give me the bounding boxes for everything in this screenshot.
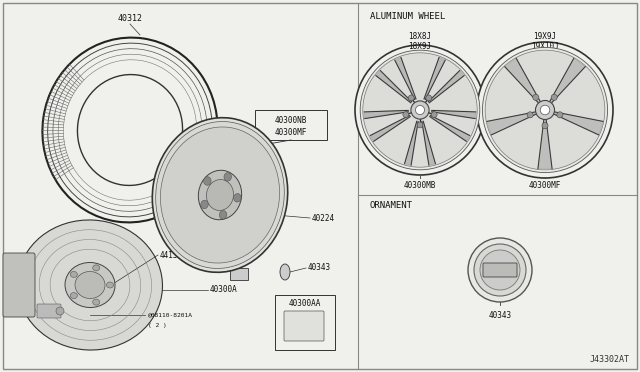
Ellipse shape [201, 200, 208, 209]
Ellipse shape [161, 127, 280, 263]
Ellipse shape [75, 272, 105, 298]
Text: 40343: 40343 [308, 263, 331, 273]
Ellipse shape [204, 177, 211, 185]
Circle shape [477, 42, 613, 178]
Text: 40300MB: 40300MB [404, 180, 436, 189]
Text: 40312: 40312 [118, 13, 143, 22]
Circle shape [532, 94, 539, 100]
Polygon shape [371, 115, 410, 141]
Text: 19X9J: 19X9J [533, 32, 557, 41]
Text: 40300MF: 40300MF [529, 180, 561, 189]
Circle shape [474, 244, 526, 296]
FancyBboxPatch shape [37, 304, 61, 318]
Polygon shape [554, 112, 603, 135]
Text: 18X9J: 18X9J [408, 42, 431, 51]
Text: NISSAN: NISSAN [490, 267, 509, 273]
Polygon shape [364, 110, 408, 119]
Ellipse shape [70, 293, 77, 299]
Polygon shape [422, 121, 435, 165]
Ellipse shape [198, 170, 242, 220]
Ellipse shape [152, 118, 288, 272]
FancyBboxPatch shape [483, 263, 517, 277]
Circle shape [403, 112, 409, 118]
Circle shape [468, 238, 532, 302]
Circle shape [415, 105, 424, 115]
Circle shape [408, 95, 414, 101]
Polygon shape [487, 112, 536, 135]
Ellipse shape [93, 299, 100, 305]
Polygon shape [429, 115, 470, 141]
Text: 44133Y: 44133Y [160, 250, 188, 260]
Circle shape [480, 250, 520, 290]
Polygon shape [538, 120, 552, 169]
Circle shape [411, 101, 429, 119]
Bar [230, 268, 248, 280]
Circle shape [551, 94, 557, 100]
Circle shape [557, 112, 563, 118]
Text: ORNAMENT: ORNAMENT [370, 201, 413, 209]
Text: 18X8J: 18X8J [408, 32, 431, 41]
Ellipse shape [220, 211, 227, 219]
Polygon shape [376, 71, 412, 103]
Ellipse shape [207, 180, 234, 211]
Ellipse shape [77, 74, 182, 186]
Text: J43302AT: J43302AT [590, 356, 630, 365]
Ellipse shape [234, 193, 241, 202]
Text: 40300MF: 40300MF [275, 128, 307, 137]
Ellipse shape [17, 220, 163, 350]
Circle shape [483, 48, 607, 173]
Circle shape [426, 95, 432, 101]
Text: 40343: 40343 [488, 311, 511, 320]
Polygon shape [431, 110, 476, 119]
Polygon shape [395, 57, 416, 100]
Bar [255, 110, 327, 140]
Ellipse shape [65, 263, 115, 308]
Ellipse shape [156, 122, 284, 269]
Bar [275, 295, 335, 350]
Circle shape [56, 307, 64, 315]
Circle shape [431, 112, 437, 118]
Circle shape [540, 105, 550, 115]
Text: @08110-8201A: @08110-8201A [148, 312, 193, 317]
Circle shape [355, 45, 485, 175]
Circle shape [363, 53, 477, 167]
Polygon shape [404, 121, 418, 165]
Ellipse shape [93, 265, 100, 271]
Text: 40300AA: 40300AA [289, 298, 321, 308]
FancyBboxPatch shape [284, 311, 324, 341]
Text: ( 2 ): ( 2 ) [148, 323, 167, 327]
Circle shape [527, 112, 533, 118]
Polygon shape [505, 58, 540, 103]
Ellipse shape [224, 173, 232, 181]
Circle shape [360, 50, 480, 170]
Circle shape [485, 50, 605, 170]
Ellipse shape [280, 264, 290, 280]
Text: 40300A: 40300A [210, 285, 237, 295]
Ellipse shape [70, 272, 77, 278]
Polygon shape [428, 71, 464, 103]
Text: 40300NB: 40300NB [275, 115, 307, 125]
Polygon shape [550, 58, 585, 103]
Circle shape [536, 100, 554, 119]
Circle shape [417, 122, 423, 128]
Text: ALUMINUM WHEEL: ALUMINUM WHEEL [370, 12, 445, 20]
FancyBboxPatch shape [3, 253, 35, 317]
Text: 40224: 40224 [312, 214, 335, 222]
Polygon shape [424, 57, 445, 100]
Text: 19X10J: 19X10J [531, 42, 559, 51]
Circle shape [542, 123, 548, 129]
Ellipse shape [106, 282, 113, 288]
